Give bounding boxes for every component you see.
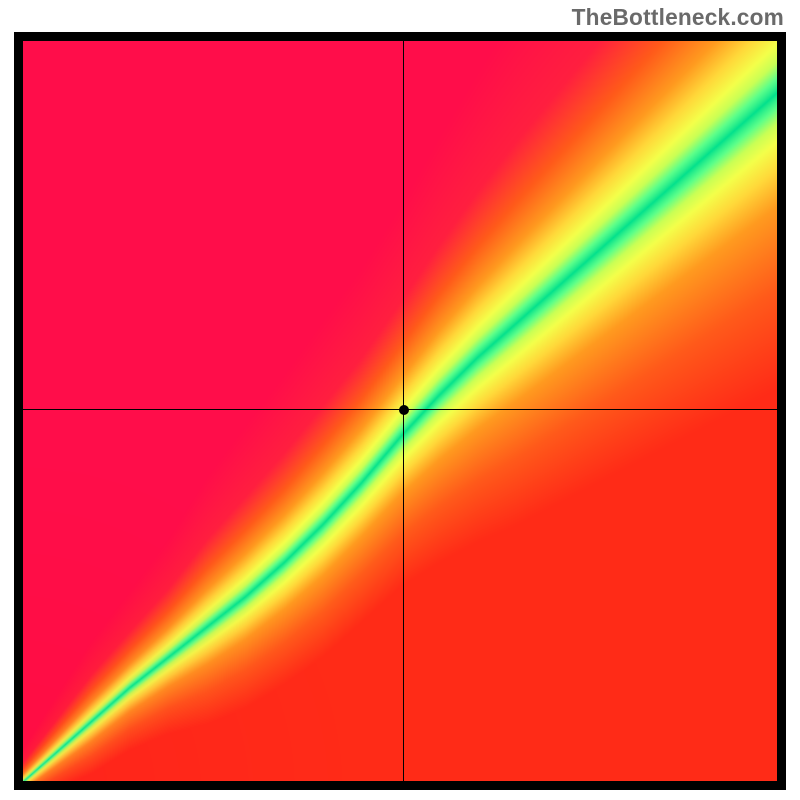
watermark-text: TheBottleneck.com	[572, 4, 784, 31]
heatmap-plot-frame	[14, 32, 786, 790]
heatmap-canvas	[14, 32, 786, 790]
chart-container: TheBottleneck.com	[0, 0, 800, 800]
